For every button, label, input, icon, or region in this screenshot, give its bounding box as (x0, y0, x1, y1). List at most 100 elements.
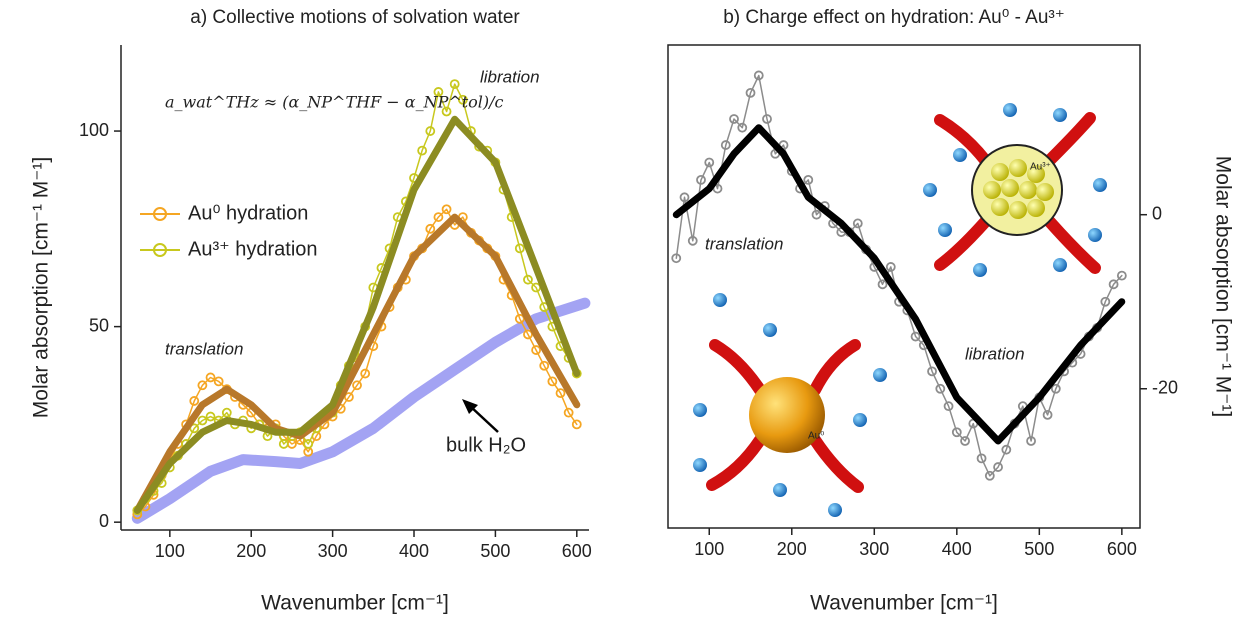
chart-title: b) Charge effect on hydration: Au⁰ - Au³… (723, 7, 1065, 28)
y-tick-label: 0 (1152, 203, 1162, 223)
data-point (514, 243, 525, 254)
data-point (457, 94, 468, 105)
data-point (960, 436, 970, 446)
data-point (687, 235, 698, 246)
data-point (704, 157, 715, 168)
data-point (449, 79, 460, 90)
x-tick-label: 100 (155, 541, 185, 561)
x-tick-label: 200 (236, 541, 266, 561)
bulk-label: bulk H₂O (446, 434, 526, 456)
x-tick-label: 300 (859, 539, 889, 559)
data-point (523, 329, 533, 340)
data-point (885, 262, 896, 272)
x-tick-label: 600 (1107, 539, 1137, 559)
legend-marker (153, 243, 167, 257)
data-line (675, 74, 1123, 477)
data-point (523, 274, 533, 285)
annotation: libration (965, 344, 1025, 363)
data-point (213, 376, 224, 387)
bulk-arrow (462, 399, 499, 433)
x-tick-label: 600 (562, 541, 592, 561)
data-point (360, 368, 371, 379)
data-point (433, 87, 444, 97)
data-point (753, 70, 764, 81)
y-tick-label: 0 (99, 511, 109, 531)
data-point (762, 114, 772, 124)
x-tick-label: 500 (480, 541, 510, 561)
data-point (993, 462, 1003, 472)
data-point (205, 411, 216, 422)
data-point (745, 87, 756, 98)
au0-illustration (693, 293, 887, 517)
data-point (555, 388, 566, 399)
data-point (514, 313, 525, 324)
formula: a_wat^THz ≈ (α_NP^THF − α_NP^tol)/c (165, 93, 504, 112)
plot-frame (667, 44, 1141, 529)
data-point (1001, 444, 1012, 455)
data-point (563, 407, 574, 418)
data-point (1042, 409, 1053, 420)
au3-illustration (923, 103, 1107, 277)
data-point (425, 126, 436, 136)
data-point (910, 331, 921, 342)
data-point (811, 209, 822, 220)
data-point (531, 345, 541, 355)
x-axis-label: Wavenumber [cm⁻¹] (810, 592, 998, 615)
data-point (547, 376, 558, 387)
x-tick-label: 200 (777, 539, 807, 559)
data-point (441, 106, 452, 117)
x-tick-label: 500 (1024, 539, 1054, 559)
data-point (943, 401, 954, 412)
data-line (136, 208, 578, 516)
data-point (671, 253, 682, 264)
x-tick-label: 100 (694, 539, 724, 559)
legend-label: Au⁰ hydration (188, 202, 308, 224)
bulk-line (131, 297, 591, 524)
data-point (679, 192, 690, 203)
annotation: translation (705, 234, 783, 253)
particle-label: Au³⁺ (1030, 162, 1051, 173)
data-point (984, 470, 995, 481)
data-point (441, 204, 452, 215)
data-point (737, 122, 748, 133)
data-point (935, 383, 946, 394)
annotation: libration (480, 67, 540, 86)
data-point (197, 415, 208, 426)
y-tick-label: 50 (89, 315, 109, 335)
y-axis-label: Molar absorption [cm⁻¹ M⁻¹] (30, 157, 53, 418)
data-point (417, 145, 428, 156)
data-point (352, 380, 362, 391)
data-point (1116, 270, 1127, 281)
data-point (1026, 436, 1036, 446)
data-point (539, 360, 550, 371)
y-axis-label: Molar absorption [cm⁻¹ M⁻¹] (1211, 156, 1234, 417)
x-tick-label: 300 (318, 541, 348, 561)
data-point (1100, 296, 1111, 307)
legend-marker (153, 207, 167, 221)
data-point (720, 140, 731, 150)
data-point (221, 407, 232, 418)
data-point (803, 174, 814, 185)
data-point (571, 419, 582, 430)
data-point (927, 366, 937, 377)
x-tick-label: 400 (942, 539, 972, 559)
data-point (1108, 279, 1119, 290)
data-point (1050, 383, 1061, 394)
chart-title: a) Collective motions of solvation water (190, 7, 520, 28)
legend-label: Au³⁺ hydration (188, 238, 318, 260)
data-point (278, 439, 289, 449)
x-axis-label: Wavenumber [cm⁻¹] (261, 592, 449, 615)
y-tick-label: 100 (79, 120, 109, 140)
fit-curve (672, 124, 1126, 445)
fit-curve (133, 115, 581, 514)
data-point (189, 396, 200, 406)
annotation: translation (165, 339, 243, 358)
data-point (343, 392, 354, 402)
data-point (205, 372, 216, 383)
data-point (951, 427, 962, 438)
data-point (976, 453, 987, 464)
data-point (197, 380, 208, 391)
fit-curve (133, 213, 581, 514)
data-point (425, 223, 436, 234)
